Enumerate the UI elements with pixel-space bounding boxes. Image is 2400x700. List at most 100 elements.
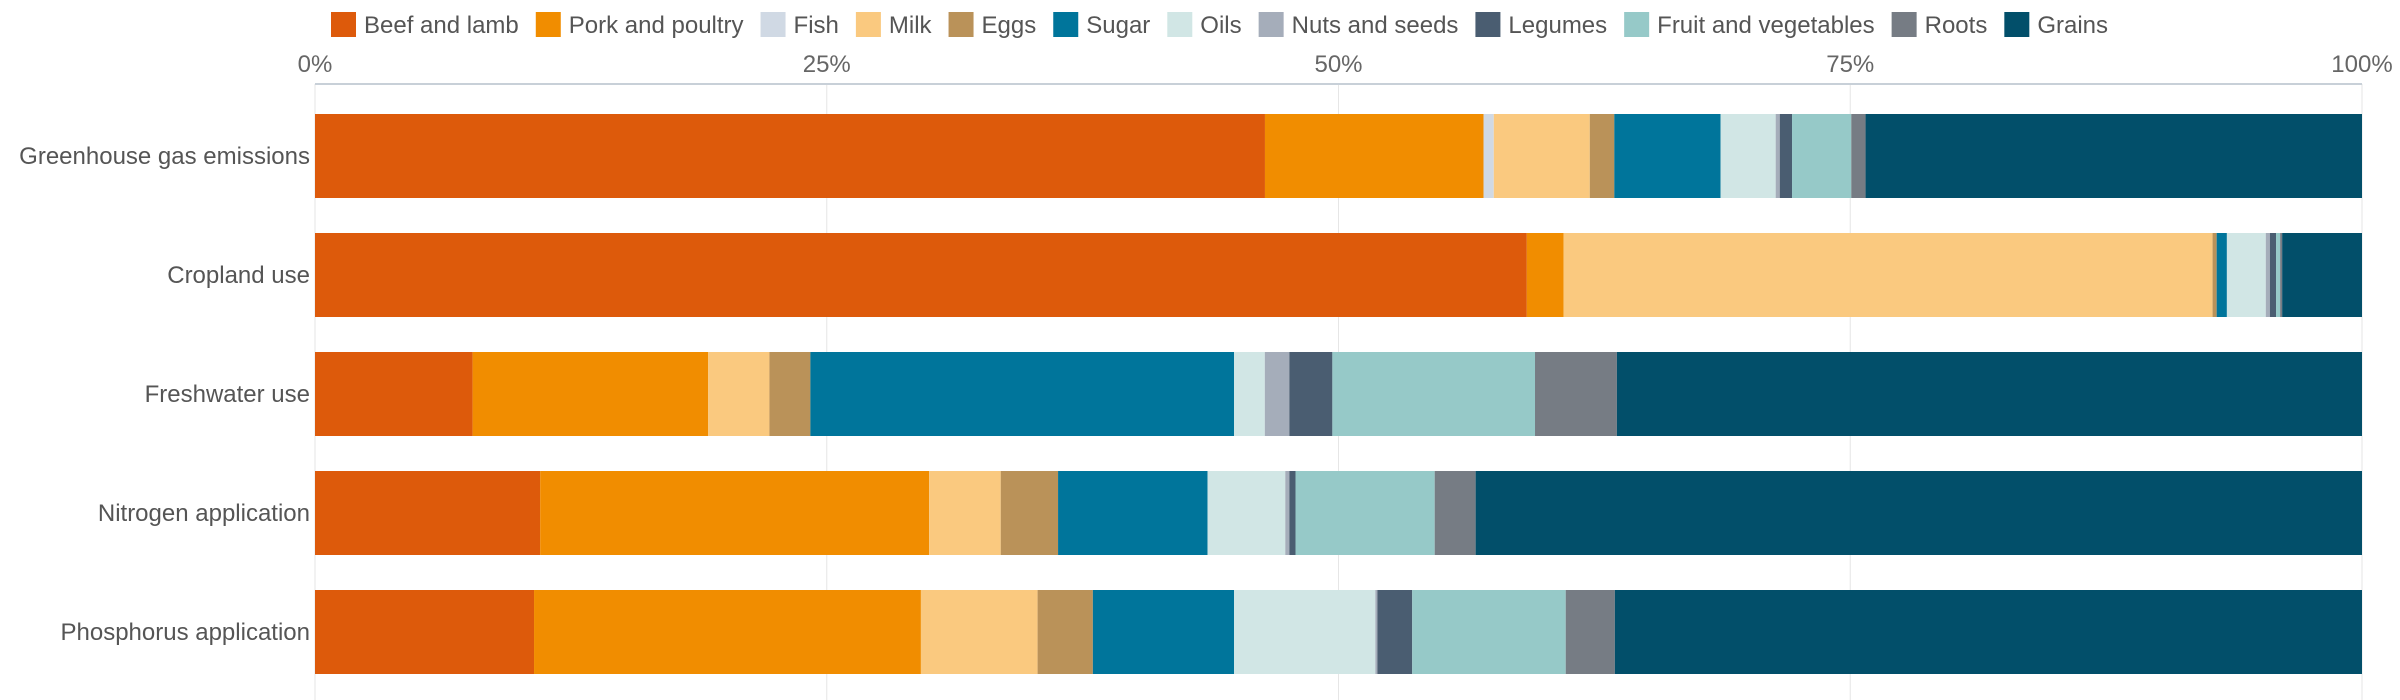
legend-label: Legumes xyxy=(1508,12,1607,39)
bar-row-nitrogen-application xyxy=(315,471,2362,555)
legend-item-roots: Roots xyxy=(1891,12,1988,39)
legend-label: Roots xyxy=(1925,12,1988,39)
bar-row-phosphorus-application xyxy=(315,590,2362,674)
bar-segment-legumes xyxy=(1289,352,1333,436)
bar-segment-sugar xyxy=(810,352,1235,436)
bar-segment-milk xyxy=(1563,233,2213,317)
bar-segment-pork-and-poultry xyxy=(1264,114,1484,198)
legend-swatch xyxy=(1053,12,1079,37)
legend-swatch xyxy=(1891,12,1917,37)
y-axis: Greenhouse gas emissions Cropland use Fres… xyxy=(19,143,310,646)
bar-segment-pork-and-poultry xyxy=(472,352,709,436)
bar-segment-fruit-and-vegetables xyxy=(1792,114,1852,198)
legend-item-sugar: Sugar xyxy=(1053,12,1150,39)
legend-swatch xyxy=(331,12,356,37)
bar-segment-nuts-and-seeds xyxy=(2265,233,2270,317)
legend-swatch xyxy=(1167,12,1193,37)
bar-segment-sugar xyxy=(2216,233,2227,317)
bar-segment-oils xyxy=(1207,471,1286,555)
bar-segment-milk xyxy=(920,590,1038,674)
legend-swatch xyxy=(2004,12,2030,37)
bar-segment-fish xyxy=(1483,114,1494,198)
y-category-label: Nitrogen application xyxy=(98,500,310,527)
bar-segment-oils xyxy=(1234,590,1376,674)
bar-segment-beef-and-lamb xyxy=(315,114,1265,198)
bar-segment-fruit-and-vegetables xyxy=(2276,233,2281,317)
legend-swatch xyxy=(535,12,561,37)
bar-segment-oils xyxy=(1720,114,1776,198)
bar-segment-milk xyxy=(1493,114,1590,198)
legend-label: Eggs xyxy=(982,12,1037,39)
legend-item-fruit-and-vegetables: Fruit and vegetables xyxy=(1624,12,1875,39)
bar-segment-sugar xyxy=(1058,471,1208,555)
legend-swatch xyxy=(1258,12,1284,37)
x-axis: 0% 25% 50% 75% 100% xyxy=(298,51,2393,85)
bar-segment-sugar xyxy=(1092,590,1235,674)
bar-segment-roots xyxy=(2280,233,2283,317)
bar-segment-milk xyxy=(708,352,770,436)
bar-segment-roots xyxy=(1535,352,1617,436)
legend-item-milk: Milk xyxy=(855,12,933,39)
bar-segment-eggs xyxy=(1000,471,1059,555)
bar-segment-legumes xyxy=(1779,114,1793,198)
bar-segment-roots xyxy=(1434,471,1476,555)
bar-segment-beef-and-lamb xyxy=(315,471,541,555)
legend-swatch xyxy=(948,12,974,37)
legend-label: Fruit and vegetables xyxy=(1657,12,1874,39)
bar-segment-roots xyxy=(1851,114,1866,198)
legend-item-nuts-and-seeds: Nuts and seeds xyxy=(1258,12,1459,39)
legend-item-oils: Oils xyxy=(1167,12,1242,39)
bar-segment-nuts-and-seeds xyxy=(1264,352,1290,436)
bar-segment-eggs xyxy=(1037,590,1093,674)
bar-segment-nuts-and-seeds xyxy=(1375,590,1378,674)
bars xyxy=(315,114,2362,674)
bar-segment-fruit-and-vegetables xyxy=(1295,471,1435,555)
bar-segment-beef-and-lamb xyxy=(315,590,535,674)
legend-swatch xyxy=(1624,12,1650,37)
legend-label: Fish xyxy=(794,12,839,39)
bar-segment-beef-and-lamb xyxy=(315,233,1527,317)
bar-segment-fruit-and-vegetables xyxy=(1332,352,1536,436)
bar-segment-sugar xyxy=(1614,114,1721,198)
bar-segment-pork-and-poultry xyxy=(540,471,930,555)
bar-segment-grains xyxy=(1865,114,2362,198)
legend-label: Sugar xyxy=(1086,12,1150,39)
bar-segment-nuts-and-seeds xyxy=(1285,471,1290,555)
bar-segment-nuts-and-seeds xyxy=(1775,114,1780,198)
legend-item-beef-and-lamb: Beef and lamb xyxy=(331,12,519,39)
legend-label: Nuts and seeds xyxy=(1292,12,1459,39)
legend-item-pork-and-poultry: Pork and poultry xyxy=(535,12,744,39)
bar-segment-roots xyxy=(1565,590,1615,674)
legend-item-fish: Fish xyxy=(760,12,839,39)
bar-segment-grains xyxy=(2282,233,2362,317)
y-category-label: Phosphorus application xyxy=(60,619,310,646)
legend-item-legumes: Legumes xyxy=(1475,12,1607,39)
x-tick-label: 50% xyxy=(1314,51,1362,78)
legend-swatch xyxy=(760,12,786,37)
bar-segment-milk xyxy=(929,471,1001,555)
bar-segment-oils xyxy=(1234,352,1265,436)
bar-segment-fruit-and-vegetables xyxy=(1412,590,1566,674)
bar-segment-grains xyxy=(1614,590,2362,674)
x-tick-label: 0% xyxy=(298,51,333,78)
bar-segment-legumes xyxy=(2269,233,2277,317)
y-category-label: Freshwater use xyxy=(145,381,310,408)
legend-label: Pork and poultry xyxy=(569,12,744,39)
legend-label: Beef and lamb xyxy=(364,12,519,39)
legend-item-eggs: Eggs xyxy=(948,12,1037,39)
x-tick-label: 75% xyxy=(1826,51,1874,78)
bar-row-cropland-use xyxy=(315,233,2362,317)
bar-segment-grains xyxy=(1475,471,2362,555)
legend: Beef and lamb Pork and poultry Fish Milk Egg… xyxy=(331,12,2108,39)
x-tick-label: 25% xyxy=(803,51,851,78)
bar-row-freshwater-use xyxy=(315,352,2362,436)
bar-segment-eggs xyxy=(769,352,811,436)
legend-item-grains: Grains xyxy=(2004,12,2108,39)
legend-swatch xyxy=(855,12,881,37)
bar-segment-legumes xyxy=(1377,590,1413,674)
bar-segment-eggs xyxy=(2212,233,2217,317)
bar-row-greenhouse-gas-emissions xyxy=(315,114,2362,198)
bar-segment-legumes xyxy=(1289,471,1296,555)
y-category-label: Cropland use xyxy=(167,262,310,289)
